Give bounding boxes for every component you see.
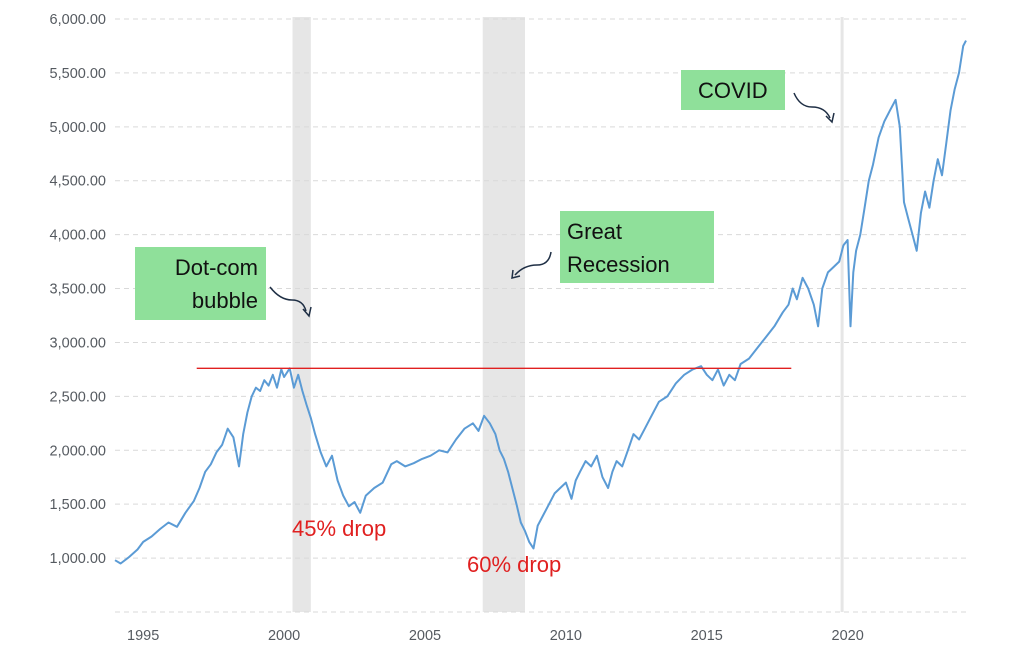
grid-lines: [115, 18, 966, 613]
financial-crisis-drop-label: 60% drop: [467, 552, 561, 577]
x-tick-label-2020: 2020: [832, 628, 864, 644]
great-recession-callout-line1: Great: [567, 219, 622, 244]
y-tick-label-1500: 1,500.00: [50, 497, 106, 513]
x-tick-label-2005: 2005: [409, 628, 441, 644]
recession-band-1: [292, 17, 311, 612]
dotcom-drop-label: 45% drop: [292, 516, 386, 541]
covid-callout-arrow: [793, 92, 835, 124]
dotcom-callout-line2: bubble: [192, 288, 258, 313]
y-tick-label-3000: 3,000.00: [50, 335, 106, 351]
y-tick-label-5500: 5,500.00: [50, 66, 106, 82]
y-tick-label-6000: 6,000.00: [50, 12, 106, 28]
y-tick-label-2000: 2,000.00: [50, 443, 106, 459]
great-recession-callout-line2: Recession: [567, 252, 670, 277]
covid-callout-box: [681, 70, 785, 110]
dotcom-callout-box: [135, 247, 266, 320]
y-tick-label-5000: 5,000.00: [50, 120, 106, 136]
y-axis-tick-labels: 1,000.00 1,500.00 2,000.00 2,500.00 3,000.00…: [50, 12, 106, 567]
x-axis-tick-labels: 1995 2000 2005 2010 2015 2020: [127, 628, 864, 644]
y-tick-label-2500: 2,500.00: [50, 389, 106, 405]
great-recession-callout-box: [560, 211, 714, 283]
y-tick-label-3500: 3,500.00: [50, 282, 106, 298]
y-tick-label-4000: 4,000.00: [50, 228, 106, 244]
dotcom-callout-arrow: [269, 286, 312, 318]
y-tick-label-1000: 1,000.00: [50, 551, 106, 567]
y-tick-label-4500: 4,500.00: [50, 174, 106, 190]
covid-callout-text: COVID: [698, 78, 768, 103]
x-tick-label-2015: 2015: [691, 628, 723, 644]
x-tick-label-1995: 1995: [127, 628, 159, 644]
recession-band-2: [482, 17, 526, 612]
index-series-line: [114, 40, 967, 565]
dotcom-callout-line1: Dot-com: [175, 255, 258, 280]
x-tick-label-2000: 2000: [268, 628, 300, 644]
x-tick-label-2010: 2010: [550, 628, 582, 644]
great-recession-callout-arrow: [511, 251, 552, 279]
recession-band-3: [840, 17, 844, 612]
